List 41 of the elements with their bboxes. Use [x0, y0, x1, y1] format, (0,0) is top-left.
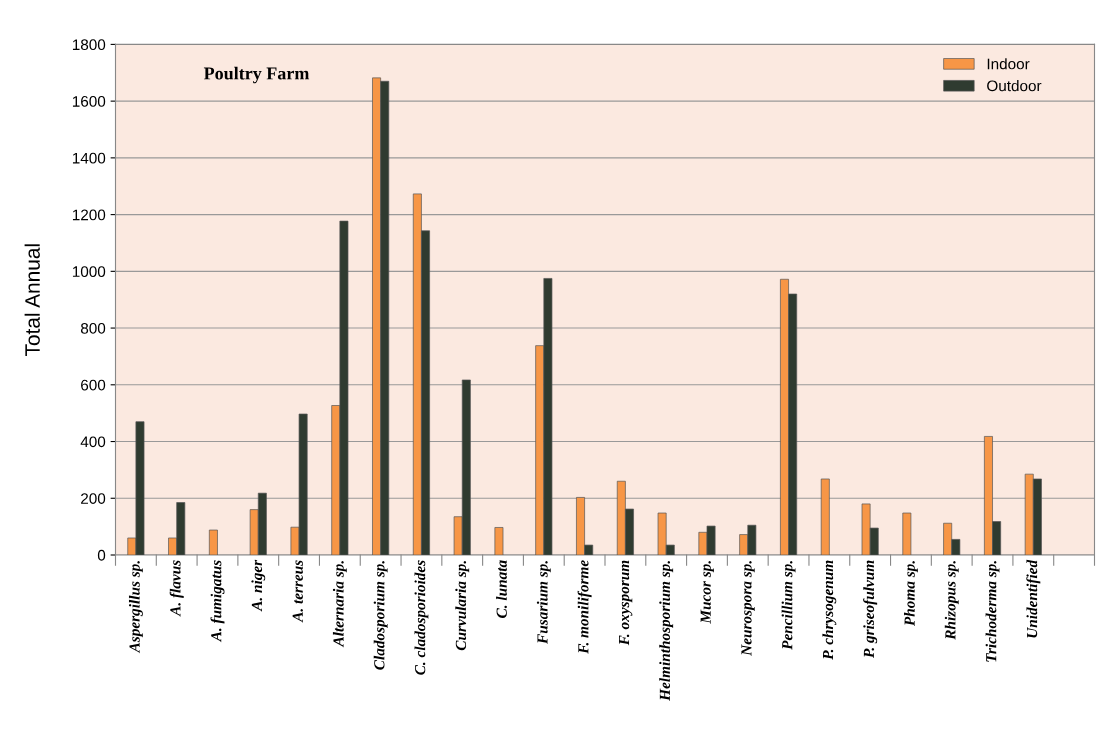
x-tick-label: Aspergillus sp. [128, 561, 143, 654]
x-tick-label: Phoma sp. [904, 561, 918, 627]
x-tick-label: P. griseofulvum [863, 560, 878, 659]
x-tick-label: C. cladosporioides [414, 560, 429, 675]
x-tick-label: Neurospora sp. [741, 561, 755, 656]
x-tick-label: Pencillium sp. [781, 561, 796, 650]
y-tick-label: 1600 [72, 96, 106, 107]
legend-label: Indoor [987, 58, 1030, 70]
x-tick-label: F. moniliforme [577, 560, 592, 654]
bar [902, 512, 912, 555]
x-tick-label: Helminthosporium sp. [659, 561, 674, 701]
x-tick-label: C. lunata [496, 560, 507, 618]
y-tick-label: 1000 [72, 266, 106, 278]
x-tick-label: A. niger [251, 559, 266, 612]
x-tick-label: A. flavus [169, 560, 184, 617]
y-axis-title: Total Annual [24, 244, 40, 356]
x-tick-label: Curvularia sp. [455, 561, 470, 651]
bar [820, 478, 830, 555]
x-tick-label: F. oxysporum [619, 560, 633, 646]
x-tick-label: Rhizopus sp. [944, 561, 959, 640]
x-tick-label: A. terreus [292, 560, 303, 623]
x-tick-label: Cladosporium sp. [373, 561, 388, 670]
x-tick-label: P. chrysogenum [822, 560, 837, 660]
x-tick-label: A. fumigatus [210, 560, 225, 643]
x-tick-label: Alternaria sp. [332, 561, 347, 648]
y-tick-label: 1800 [72, 39, 106, 51]
y-tick-label: 1200 [72, 209, 106, 221]
bar [494, 527, 504, 555]
y-tick-label: 0 [97, 549, 106, 561]
x-tick-label: Trichoderma sp. [985, 561, 1000, 662]
x-tick-label: Unidentified [1026, 559, 1041, 638]
y-tick-label: 400 [80, 436, 106, 448]
bar [208, 529, 218, 555]
legend-label: Outdoor [987, 80, 1042, 92]
text: Poultry Farm [203, 66, 310, 84]
y-tick-label: 1400 [72, 152, 106, 164]
y-tick-label: 800 [80, 322, 106, 334]
x-tick-label: Fusarium sp. [536, 561, 551, 644]
y-tick-label: 200 [81, 493, 106, 504]
y-tick-label: 600 [81, 379, 106, 391]
x-tick-label: Mucor sp. [700, 561, 714, 624]
